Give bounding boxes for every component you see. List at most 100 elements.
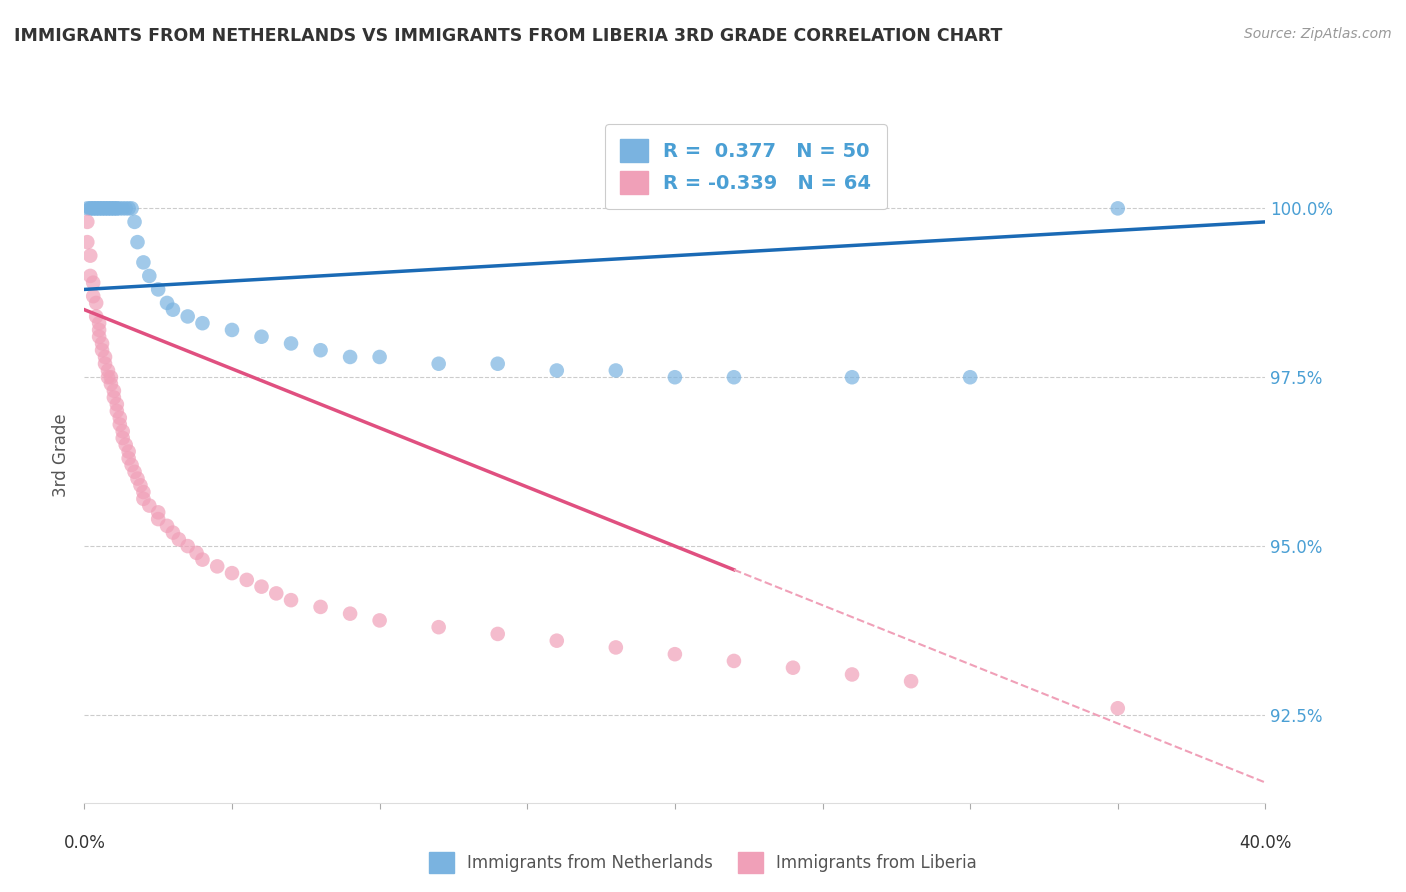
Point xyxy=(546,363,568,377)
Point xyxy=(723,654,745,668)
Point xyxy=(156,519,179,533)
Point xyxy=(221,323,243,337)
Point xyxy=(79,268,101,283)
Point xyxy=(309,343,332,358)
Point xyxy=(84,310,107,324)
Point xyxy=(162,302,184,317)
Point xyxy=(124,215,146,229)
Point xyxy=(100,376,122,391)
Point xyxy=(782,661,804,675)
Point xyxy=(97,202,120,216)
Point xyxy=(156,296,179,310)
Point xyxy=(114,202,136,216)
Point xyxy=(339,607,361,621)
Point xyxy=(84,202,107,216)
Point xyxy=(97,202,120,216)
Point xyxy=(118,202,141,216)
Point xyxy=(94,202,117,216)
Point xyxy=(191,552,214,566)
Point xyxy=(221,566,243,581)
Point xyxy=(368,614,391,628)
Point xyxy=(87,323,111,337)
Point xyxy=(664,370,686,384)
Point xyxy=(103,384,125,398)
Point xyxy=(129,478,152,492)
Point xyxy=(121,458,143,472)
Point xyxy=(105,397,128,411)
Y-axis label: 3rd Grade: 3rd Grade xyxy=(52,413,70,497)
Point xyxy=(280,336,302,351)
Point xyxy=(205,559,228,574)
Point xyxy=(1107,202,1129,216)
Point xyxy=(105,202,128,216)
Point xyxy=(664,647,686,661)
Point xyxy=(138,268,160,283)
Point xyxy=(148,505,170,519)
Point xyxy=(959,370,981,384)
Point xyxy=(191,316,214,330)
Point xyxy=(111,202,134,216)
Point xyxy=(79,202,101,216)
Point xyxy=(84,296,107,310)
Point xyxy=(132,491,155,506)
Point xyxy=(546,633,568,648)
Point xyxy=(103,391,125,405)
Point xyxy=(94,202,117,216)
Point xyxy=(900,674,922,689)
Point xyxy=(105,202,128,216)
Point xyxy=(264,586,288,600)
Point xyxy=(103,202,125,216)
Text: IMMIGRANTS FROM NETHERLANDS VS IMMIGRANTS FROM LIBERIA 3RD GRADE CORRELATION CHA: IMMIGRANTS FROM NETHERLANDS VS IMMIGRANT… xyxy=(14,27,1002,45)
Point xyxy=(124,465,146,479)
Point xyxy=(87,202,111,216)
Legend: Immigrants from Netherlands, Immigrants from Liberia: Immigrants from Netherlands, Immigrants … xyxy=(422,846,984,880)
Point xyxy=(427,620,450,634)
Point xyxy=(94,350,117,364)
Point xyxy=(250,580,273,594)
Point xyxy=(280,593,302,607)
Point xyxy=(97,370,120,384)
Point xyxy=(162,525,184,540)
Point xyxy=(79,249,101,263)
Point xyxy=(111,424,134,438)
Point xyxy=(841,667,863,681)
Point xyxy=(87,316,111,330)
Point xyxy=(114,438,136,452)
Point xyxy=(148,512,170,526)
Point xyxy=(111,431,134,445)
Point xyxy=(76,215,98,229)
Text: 0.0%: 0.0% xyxy=(63,834,105,852)
Point xyxy=(76,202,98,216)
Point xyxy=(79,202,101,216)
Text: Source: ZipAtlas.com: Source: ZipAtlas.com xyxy=(1244,27,1392,41)
Point xyxy=(91,202,114,216)
Point xyxy=(339,350,361,364)
Point xyxy=(108,410,131,425)
Point xyxy=(723,370,745,384)
Point xyxy=(84,202,107,216)
Point xyxy=(132,485,155,500)
Point xyxy=(100,202,122,216)
Point xyxy=(87,202,111,216)
Point xyxy=(82,202,104,216)
Legend: R =  0.377   N = 50, R = -0.339   N = 64: R = 0.377 N = 50, R = -0.339 N = 64 xyxy=(605,124,887,210)
Point xyxy=(235,573,259,587)
Point xyxy=(100,202,122,216)
Point xyxy=(118,451,141,466)
Point xyxy=(186,546,208,560)
Point xyxy=(82,289,104,303)
Point xyxy=(127,235,149,249)
Point xyxy=(108,417,131,432)
Point xyxy=(486,357,509,371)
Point xyxy=(177,310,200,324)
Point xyxy=(486,627,509,641)
Point xyxy=(427,357,450,371)
Point xyxy=(76,235,98,249)
Point xyxy=(118,444,141,458)
Point xyxy=(250,329,273,343)
Point xyxy=(605,363,627,377)
Point xyxy=(121,202,143,216)
Point xyxy=(91,202,114,216)
Point xyxy=(108,202,131,216)
Point xyxy=(100,370,122,384)
